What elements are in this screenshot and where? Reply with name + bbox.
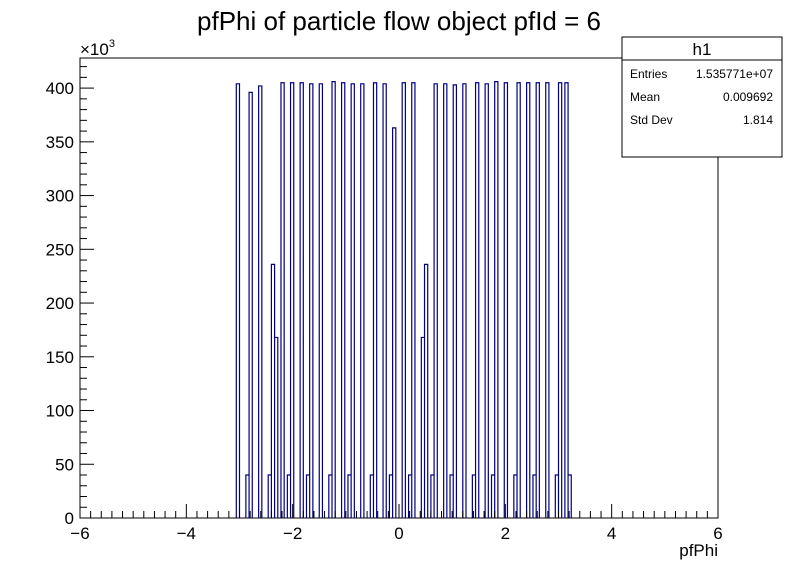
histogram-bin — [402, 83, 405, 518]
x-axis-tick-label: 2 — [501, 524, 510, 543]
histogram-bin — [485, 84, 488, 518]
histogram-bin — [249, 92, 252, 518]
histogram-bin — [527, 83, 530, 518]
y-axis-tick-label: 200 — [46, 294, 74, 313]
histogram-bin — [291, 83, 294, 518]
histogram-bin — [348, 475, 351, 518]
y-axis-tick-label: 50 — [55, 455, 74, 474]
y-axis-multiplier-base: ×10 — [80, 40, 109, 59]
y-axis-tick-label: 150 — [46, 348, 74, 367]
histogram-bin — [332, 82, 335, 518]
histogram-bin — [259, 86, 262, 518]
histogram-series — [235, 81, 572, 518]
stats-value-entries: 1.535771e+07 — [696, 67, 773, 81]
x-axis-label: pfPhi — [679, 541, 718, 560]
histogram-bin — [271, 264, 274, 518]
histogram-bin — [383, 84, 386, 518]
histogram-bin — [246, 475, 249, 518]
stats-box: h1 Entries 1.535771e+07 Mean 0.009692 St… — [621, 36, 783, 158]
y-axis-multiplier: ×103 — [80, 38, 115, 59]
histogram-bin — [389, 475, 392, 518]
y-axis-tick-label: 0 — [65, 509, 74, 528]
stats-value-mean: 0.009692 — [723, 90, 773, 104]
histogram-bin — [310, 84, 313, 518]
x-axis-tick-label: −4 — [177, 524, 196, 543]
histogram-bin — [450, 475, 453, 518]
x-axis-tick-label: 0 — [394, 524, 403, 543]
histogram-bin — [300, 83, 303, 518]
histogram-bin — [275, 337, 278, 518]
stats-box-title: h1 — [693, 40, 712, 59]
histogram-bin — [559, 83, 562, 518]
y-axis: 0 50 100 150 200 250 300 350 400 — [46, 66, 94, 528]
histogram-bin — [434, 84, 437, 518]
histogram-bin — [463, 84, 466, 518]
histogram-bin — [409, 475, 412, 518]
histogram-bin — [425, 264, 428, 518]
stats-label-stddev: Std Dev — [630, 113, 673, 127]
x-axis: −6 −4 −2 0 2 4 6 — [70, 504, 723, 543]
y-axis-tick-label: 400 — [46, 79, 74, 98]
histogram-bin — [319, 84, 322, 518]
histogram-bin — [517, 83, 520, 518]
histogram-bin — [476, 83, 479, 518]
histogram-bin — [504, 83, 507, 518]
histogram-bin — [568, 475, 571, 518]
y-axis-tick-label: 100 — [46, 402, 74, 421]
histogram-bin — [287, 475, 290, 518]
x-axis-tick-label: −6 — [70, 524, 89, 543]
y-axis-tick-label: 300 — [46, 187, 74, 206]
histogram-bin — [453, 85, 456, 518]
stats-value-stddev: 1.814 — [743, 113, 773, 127]
stats-label-entries: Entries — [630, 67, 667, 81]
histogram-bin — [546, 83, 549, 518]
histogram-bin — [536, 83, 539, 518]
y-axis-tick-label: 350 — [46, 133, 74, 152]
histogram-bin — [421, 337, 424, 518]
histogram-bin — [472, 475, 475, 518]
y-axis-multiplier-exponent: 3 — [109, 38, 115, 50]
histogram-bin — [306, 475, 309, 518]
histogram-bin — [495, 82, 498, 518]
histogram-bin — [370, 475, 373, 518]
histogram-bin — [533, 475, 536, 518]
histogram-bin — [393, 128, 396, 518]
histogram-bin — [329, 475, 332, 518]
stats-box-frame — [621, 36, 783, 158]
chart-title: pfPhi of particle flow object pfId = 6 — [197, 6, 601, 36]
x-axis-tick-label: 4 — [607, 524, 616, 543]
stats-label-mean: Mean — [630, 90, 660, 104]
x-axis-tick-label: −2 — [283, 524, 302, 543]
histogram-bin — [565, 83, 568, 518]
histogram-bin — [236, 84, 239, 518]
histogram-bin — [361, 84, 364, 518]
histogram-bin — [412, 83, 415, 518]
histogram-bin — [342, 83, 345, 518]
histogram-bin — [373, 83, 376, 518]
x-axis-tick-label: 6 — [713, 524, 722, 543]
histogram-outline — [235, 81, 572, 518]
histogram-bin — [514, 475, 517, 518]
histogram-bin — [281, 83, 284, 518]
histogram-bin — [351, 84, 354, 518]
histogram-bin — [444, 84, 447, 518]
y-axis-tick-label: 250 — [46, 240, 74, 259]
